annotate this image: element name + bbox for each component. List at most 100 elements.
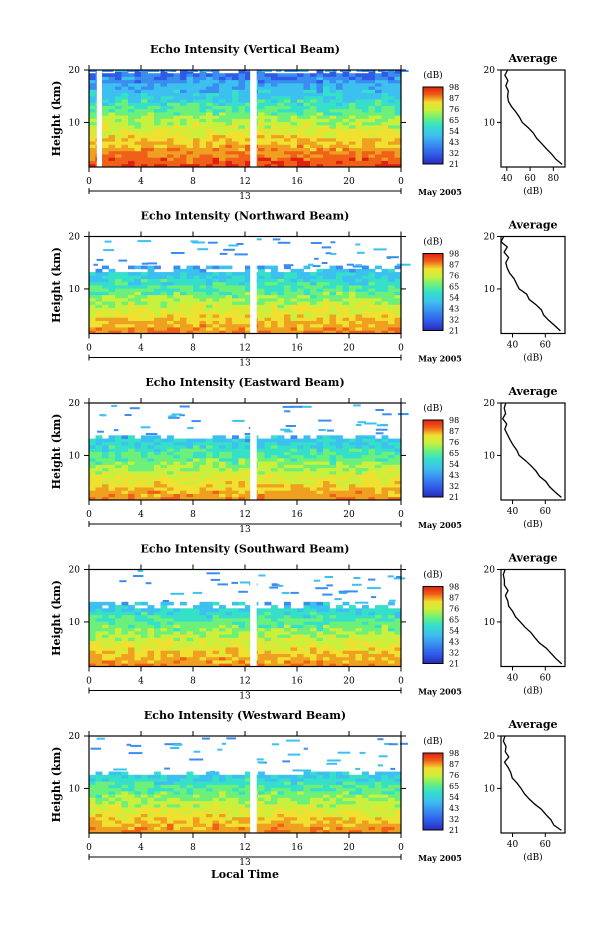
heatmap-cell [310,487,317,491]
heatmap-cell [173,637,181,642]
heatmap-cell [381,121,389,126]
heatmap-cell [245,154,252,158]
heatmap-cell [180,640,187,645]
heatmap-cell [368,92,376,97]
heatmap-cell [238,483,246,488]
heatmap-cell [368,157,376,161]
heatmap-cell [362,480,369,485]
echo-fragment [291,70,301,72]
heatmap-cell [95,618,103,622]
heatmap-cell [147,608,155,612]
heatmap-cell [102,310,109,315]
heatmap-cell [121,163,129,168]
heatmap-cell [290,637,298,642]
heatmap-cell [342,147,350,152]
heatmap-cell [108,784,116,789]
heatmap-cell [121,480,129,485]
heatmap-cell [323,144,330,148]
heatmap-cell [154,150,161,155]
heatmap-cell [180,611,187,616]
heatmap-cell [147,275,155,279]
heatmap-cell [225,95,233,100]
heatmap-cell [121,105,129,110]
heatmap-cell [277,640,285,645]
heatmap-cell [206,784,213,789]
heatmap-cell [271,112,278,116]
heatmap-cell [323,464,330,469]
heatmap-cell [310,278,317,283]
heatmap-cell [225,294,233,299]
heatmap-cell [108,73,116,77]
heatmap-cell [115,435,122,439]
heatmap-cell [277,82,285,87]
heatmap-cell [245,134,252,139]
heatmap-cell [147,128,155,132]
heatmap-cell [108,663,116,667]
heatmap-cell [180,317,187,321]
heatmap-cell [219,487,226,491]
heatmap-cell [323,154,330,158]
heatmap-cell [160,490,168,494]
heatmap-cell [173,820,181,824]
heatmap-cell [160,108,168,113]
heatmap-cell [225,487,233,491]
heatmap-cell [245,448,252,452]
heatmap-cell [225,483,233,488]
heatmap-cell [199,288,207,292]
heatmap-cell [199,457,207,462]
heatmap-cell [199,496,207,501]
heatmap-cell [368,474,376,478]
heatmap-cell [147,794,155,798]
heatmap-cell [362,327,369,331]
heatmap-cell [375,490,382,494]
heatmap-cell [342,660,350,664]
heatmap-cell [225,470,233,475]
heatmap-cell [349,461,356,465]
heatmap-cell [342,634,350,638]
heatmap-cell [89,288,96,292]
heatmap-cell [388,445,395,449]
heatmap-cell [102,774,109,779]
heatmap-cell [167,643,174,648]
heatmap-cell [362,614,369,619]
heatmap-cell [310,141,317,145]
heatmap-cell [173,102,181,106]
heatmap-cell [134,160,142,165]
heatmap-cell [160,630,168,635]
heatmap-cell [128,307,135,312]
heatmap-cell [316,493,324,498]
heatmap-cell [277,278,285,283]
heatmap-cell [115,803,122,808]
heatmap-cell [375,79,382,84]
heatmap-cell [232,288,239,292]
heatmap-cell [297,477,304,481]
heatmap-cell [212,493,220,498]
heatmap-cell [342,121,350,126]
heatmap-cell [355,147,363,152]
heatmap-cell [108,154,116,158]
heatmap-cell [375,128,382,132]
heatmap-cell [199,490,207,494]
heatmap-cell [232,454,239,459]
heatmap-cell [271,435,278,439]
heatmap-cell [167,310,174,315]
heatmap-cell [277,618,285,622]
heatmap-cell [323,307,330,312]
heatmap-cell [368,150,376,155]
heatmap-cell [316,650,324,654]
heatmap-cell [193,82,200,87]
heatmap-cell [180,820,187,824]
heatmap-cell [154,278,161,283]
heatmap-cell [368,320,376,325]
heatmap-cell [193,297,200,302]
heatmap-cell [193,79,200,84]
heatmap-cell [323,275,330,279]
heatmap-cell [264,154,272,158]
heatmap-cell [167,314,174,318]
heatmap-cell [173,307,181,312]
heatmap-cell [134,461,142,465]
heatmap-cell [258,79,265,84]
heatmap-cell [206,618,213,622]
heatmap-cell [134,656,142,661]
heatmap-cell [349,634,356,638]
